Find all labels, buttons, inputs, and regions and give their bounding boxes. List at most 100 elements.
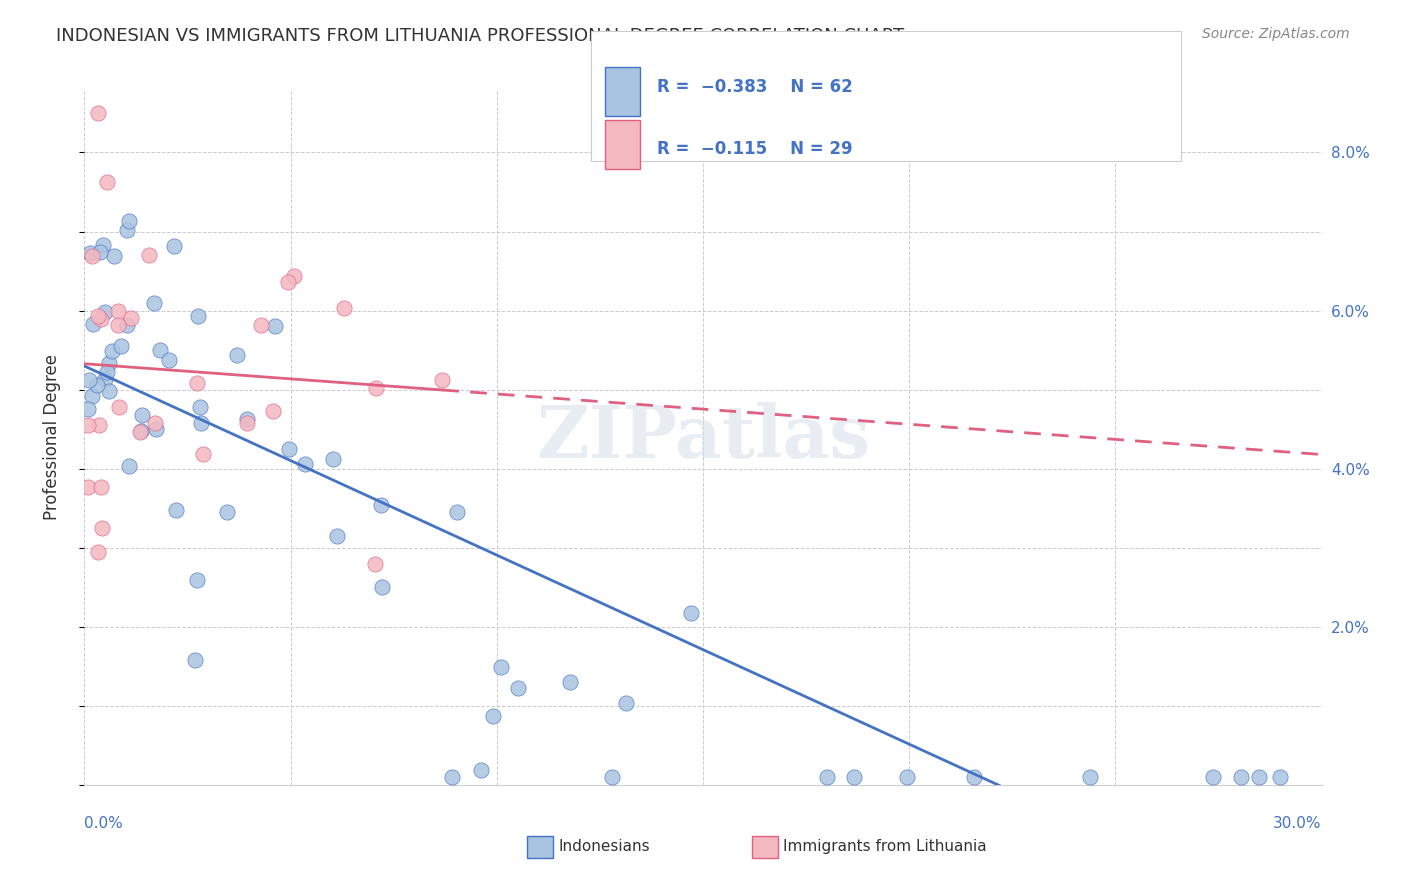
Point: [165, 503, 187, 517]
Point: [215, 506, 238, 520]
Point: [115, 223, 138, 237]
Point: [77, 402, 100, 417]
Point: [87, 418, 110, 433]
Point: [98, 384, 121, 398]
Point: [157, 353, 180, 368]
Point: [110, 338, 132, 352]
Point: [86, 378, 108, 392]
Text: 0.0%: 0.0%: [84, 816, 124, 831]
Point: [82, 249, 104, 263]
Point: [77, 480, 100, 494]
Point: [89, 480, 111, 494]
Point: [145, 422, 167, 436]
Point: [844, 770, 866, 784]
Text: 30.0%: 30.0%: [1274, 816, 1322, 831]
Point: [107, 318, 129, 332]
Point: [77, 373, 100, 387]
Point: [370, 499, 392, 513]
Point: [115, 318, 138, 332]
Point: [118, 458, 141, 473]
Point: [143, 416, 166, 430]
Point: [371, 580, 394, 594]
Point: [138, 248, 160, 262]
Point: [101, 343, 124, 358]
Point: [815, 770, 838, 784]
Point: [91, 238, 114, 252]
Point: [96, 175, 118, 189]
Point: [107, 303, 129, 318]
Point: [322, 452, 344, 467]
Point: [236, 411, 259, 425]
Point: [1202, 770, 1225, 784]
Text: R =  −0.383    N = 62: R = −0.383 N = 62: [657, 78, 852, 96]
Point: [277, 442, 299, 457]
Point: [108, 400, 131, 414]
Point: [364, 381, 387, 395]
Point: [250, 318, 273, 332]
Text: INDONESIAN VS IMMIGRANTS FROM LITHUANIA PROFESSIONAL DEGREE CORRELATION CHART: INDONESIAN VS IMMIGRANTS FROM LITHUANIA …: [56, 27, 904, 45]
Point: [118, 213, 141, 227]
Point: [364, 558, 387, 572]
Point: [481, 708, 503, 723]
Point: [187, 309, 209, 323]
Point: [1078, 770, 1101, 784]
Text: Immigrants from Lithuania: Immigrants from Lithuania: [783, 839, 987, 854]
Point: [277, 275, 299, 289]
Point: [560, 675, 582, 690]
Point: [186, 574, 208, 588]
Point: [614, 697, 637, 711]
Text: Indonesians: Indonesians: [558, 839, 650, 854]
Point: [1249, 770, 1271, 784]
Point: [1230, 770, 1253, 784]
Point: [190, 416, 212, 430]
Point: [94, 372, 117, 386]
Point: [681, 606, 703, 620]
Point: [90, 312, 112, 326]
Point: [326, 528, 349, 542]
Point: [332, 301, 354, 315]
Point: [184, 653, 207, 667]
Point: [1270, 770, 1292, 784]
Point: [80, 389, 103, 403]
Point: [143, 296, 166, 310]
Point: [77, 417, 100, 432]
Text: R =  −0.115    N = 29: R = −0.115 N = 29: [657, 140, 852, 159]
Point: [96, 366, 118, 380]
Point: [262, 404, 284, 418]
Point: [87, 309, 110, 323]
Text: ZIPatlas: ZIPatlas: [536, 401, 870, 473]
Point: [128, 425, 150, 439]
Y-axis label: Professional Degree: Professional Degree: [42, 354, 60, 520]
Point: [186, 376, 208, 391]
Point: [129, 424, 152, 438]
Point: [131, 408, 153, 422]
Point: [82, 317, 104, 331]
Point: [236, 417, 259, 431]
Point: [89, 244, 111, 259]
Point: [163, 239, 186, 253]
Point: [470, 763, 492, 777]
Point: [87, 106, 110, 120]
Point: [149, 343, 172, 357]
Point: [225, 348, 247, 362]
Point: [98, 356, 121, 370]
Point: [432, 373, 454, 387]
Text: Source: ZipAtlas.com: Source: ZipAtlas.com: [1202, 27, 1350, 41]
Point: [191, 447, 214, 461]
Point: [441, 770, 464, 784]
Point: [79, 246, 101, 260]
Point: [294, 458, 316, 472]
Point: [963, 770, 986, 784]
Point: [120, 310, 142, 325]
Point: [446, 505, 468, 519]
Point: [491, 660, 513, 674]
Point: [506, 681, 529, 695]
Point: [87, 545, 110, 559]
Point: [94, 304, 117, 318]
Point: [103, 250, 125, 264]
Point: [896, 770, 918, 784]
Point: [263, 319, 285, 334]
Point: [283, 269, 305, 284]
Point: [91, 521, 114, 535]
Point: [600, 770, 623, 784]
